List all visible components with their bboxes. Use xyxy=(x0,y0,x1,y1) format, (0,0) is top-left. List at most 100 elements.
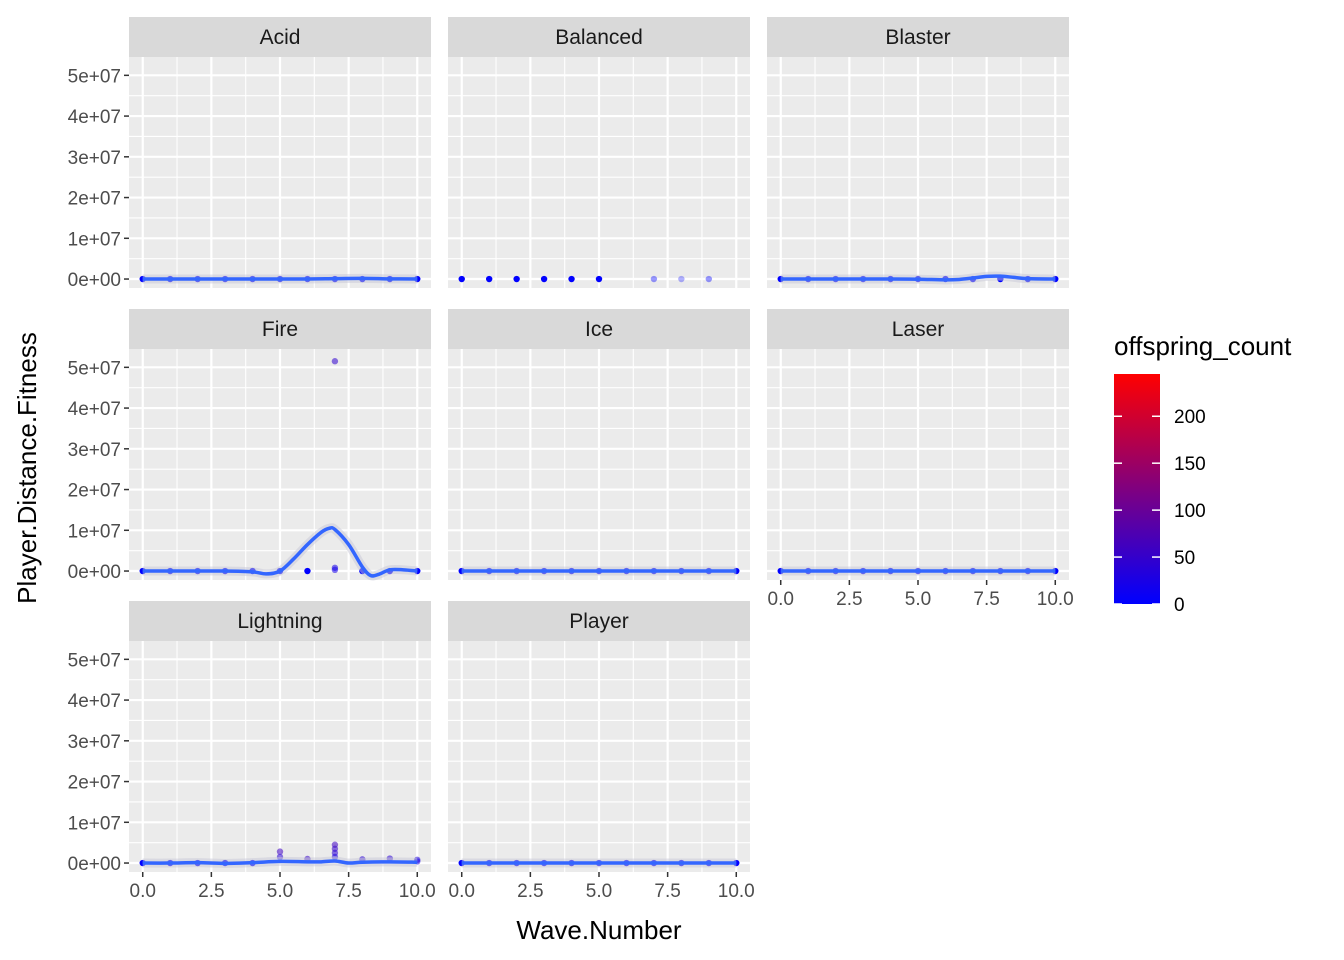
facet-strip xyxy=(767,309,1069,349)
facets-layer: Acid Balanced Blaster Fire Ice Laser Lightning… xyxy=(129,17,1069,872)
facet-strip xyxy=(767,17,1069,57)
y-tick-label: 4e+07 xyxy=(68,399,121,420)
data-point xyxy=(650,275,658,283)
y-tick-label: 0e+00 xyxy=(68,854,121,875)
smooth-line xyxy=(142,859,418,866)
x-tick-label: 7.5 xyxy=(654,881,680,902)
y-axis: 0e+00 1e+07 2e+07 3e+07 4e+07 5e+07 xyxy=(68,650,129,875)
gridlines xyxy=(767,57,1069,288)
gridlines xyxy=(767,349,1069,580)
data-point xyxy=(705,275,713,283)
x-tick-label: 2.5 xyxy=(517,881,543,902)
y-tick-label: 0e+00 xyxy=(68,562,121,583)
y-tick-label: 3e+07 xyxy=(68,148,121,169)
smooth-line xyxy=(142,525,418,578)
y-tick-label: 0e+00 xyxy=(68,270,121,291)
y-axis-title: Player.Distance.Fitness xyxy=(12,332,42,604)
facet-laser: Laser xyxy=(767,309,1069,580)
y-tick-label: 4e+07 xyxy=(68,107,121,128)
x-tick-label: 5.0 xyxy=(905,589,931,610)
facet-strip xyxy=(448,601,750,641)
facet-strip-label: Lightning xyxy=(237,610,322,633)
x-axis-title: Wave.Number xyxy=(516,915,682,945)
facet-fire: Fire xyxy=(129,309,431,581)
y-tick-label: 5e+07 xyxy=(68,66,121,87)
facet-player: Player xyxy=(448,601,750,872)
x-axis: 0.0 2.5 5.0 7.5 10.0 xyxy=(130,872,436,902)
facet-acid: Acid xyxy=(129,17,431,288)
y-tick-label: 4e+07 xyxy=(68,691,121,712)
data-point xyxy=(540,275,548,283)
facet-strip-label: Fire xyxy=(262,318,298,341)
legend-label: 0 xyxy=(1174,595,1185,616)
y-tick-label: 1e+07 xyxy=(68,521,121,542)
x-tick-label: 2.5 xyxy=(198,881,224,902)
y-tick-label: 5e+07 xyxy=(68,650,121,671)
y-tick-label: 2e+07 xyxy=(68,189,121,210)
points xyxy=(458,275,713,283)
x-tick-label: 10.0 xyxy=(718,881,755,902)
facet-strip-label: Player xyxy=(569,610,629,633)
legend-ticks: 0 50 100 150 200 xyxy=(1114,407,1206,616)
gridlines xyxy=(448,57,750,288)
y-tick-label: 3e+07 xyxy=(68,440,121,461)
y-tick-label: 5e+07 xyxy=(68,358,121,379)
facet-strip xyxy=(129,601,431,641)
x-axis: 0.0 2.5 5.0 7.5 10.0 xyxy=(768,580,1074,610)
gridlines xyxy=(448,641,750,872)
x-tick-label: 2.5 xyxy=(836,589,862,610)
data-point xyxy=(595,275,603,283)
smooth-line xyxy=(780,274,1056,282)
color-legend: offspring_count 0 50 100 150 200 xyxy=(1114,331,1292,616)
y-tick-label: 3e+07 xyxy=(68,732,121,753)
x-tick-label: 7.5 xyxy=(335,881,361,902)
legend-label: 200 xyxy=(1174,407,1206,428)
x-tick-label: 5.0 xyxy=(586,881,612,902)
facet-strip xyxy=(448,17,750,57)
data-point xyxy=(513,275,520,283)
axes-layer: 0e+00 1e+07 2e+07 3e+07 4e+07 5e+07 0e+00 1e+07… xyxy=(68,66,1074,902)
data-point xyxy=(331,358,339,365)
legend-colorbar xyxy=(1114,374,1160,604)
y-tick-label: 2e+07 xyxy=(68,773,121,794)
y-axis: 0e+00 1e+07 2e+07 3e+07 4e+07 5e+07 xyxy=(68,358,129,583)
data-point xyxy=(568,275,575,283)
y-tick-label: 1e+07 xyxy=(68,813,121,834)
facet-strip xyxy=(129,17,431,57)
facet-strip-label: Ice xyxy=(585,318,613,341)
legend-title: offspring_count xyxy=(1114,331,1292,361)
facet-blaster: Blaster xyxy=(767,17,1069,288)
facet-strip-label: Balanced xyxy=(555,26,643,49)
y-tick-label: 1e+07 xyxy=(68,229,121,250)
legend-label: 100 xyxy=(1174,501,1206,522)
facet-strip xyxy=(129,309,431,349)
data-point xyxy=(276,848,284,855)
smooth-line xyxy=(142,276,418,281)
x-tick-label: 0.0 xyxy=(449,881,475,902)
facet-strip-label: Acid xyxy=(260,26,301,49)
facet-lightning: Lightning xyxy=(129,601,431,872)
x-axis: 0.0 2.5 5.0 7.5 10.0 xyxy=(449,872,755,902)
data-point xyxy=(678,275,685,283)
x-tick-label: 0.0 xyxy=(768,589,794,610)
x-tick-label: 10.0 xyxy=(399,881,436,902)
x-tick-label: 7.5 xyxy=(973,589,999,610)
facet-strip-label: Blaster xyxy=(885,26,950,49)
legend-label: 50 xyxy=(1174,548,1195,569)
y-axis: 0e+00 1e+07 2e+07 3e+07 4e+07 5e+07 xyxy=(68,66,129,291)
gridlines xyxy=(129,57,431,288)
x-tick-label: 0.0 xyxy=(130,881,156,902)
legend-label: 150 xyxy=(1174,454,1206,475)
x-tick-label: 5.0 xyxy=(267,881,293,902)
facet-balanced: Balanced xyxy=(448,17,750,288)
y-tick-label: 2e+07 xyxy=(68,481,121,502)
data-point xyxy=(304,567,311,575)
x-tick-label: 10.0 xyxy=(1037,589,1074,610)
data-point xyxy=(331,566,339,574)
facet-strip xyxy=(448,309,750,349)
data-point xyxy=(485,275,493,283)
facet-strip-label: Laser xyxy=(892,318,945,341)
facet-ice: Ice xyxy=(448,309,750,580)
data-point xyxy=(458,275,465,283)
